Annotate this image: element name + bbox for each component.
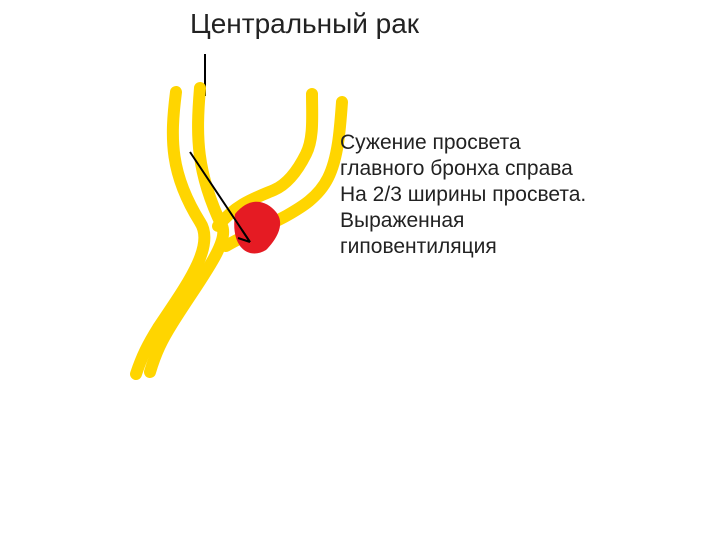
caption-line: гиповентиляция [340, 234, 650, 260]
caption-line: Сужение просвета [340, 130, 650, 156]
bronchus-svg [100, 54, 350, 384]
diagram-caption: Сужение просвета главного бронха справа … [340, 130, 650, 260]
bronchus-diagram [100, 54, 350, 384]
caption-line: главного бронха справа [340, 156, 650, 182]
caption-line: На 2/3 ширины просвета. [340, 182, 650, 208]
page-title: Центральный рак [190, 8, 419, 40]
caption-line: Выраженная [340, 208, 650, 234]
